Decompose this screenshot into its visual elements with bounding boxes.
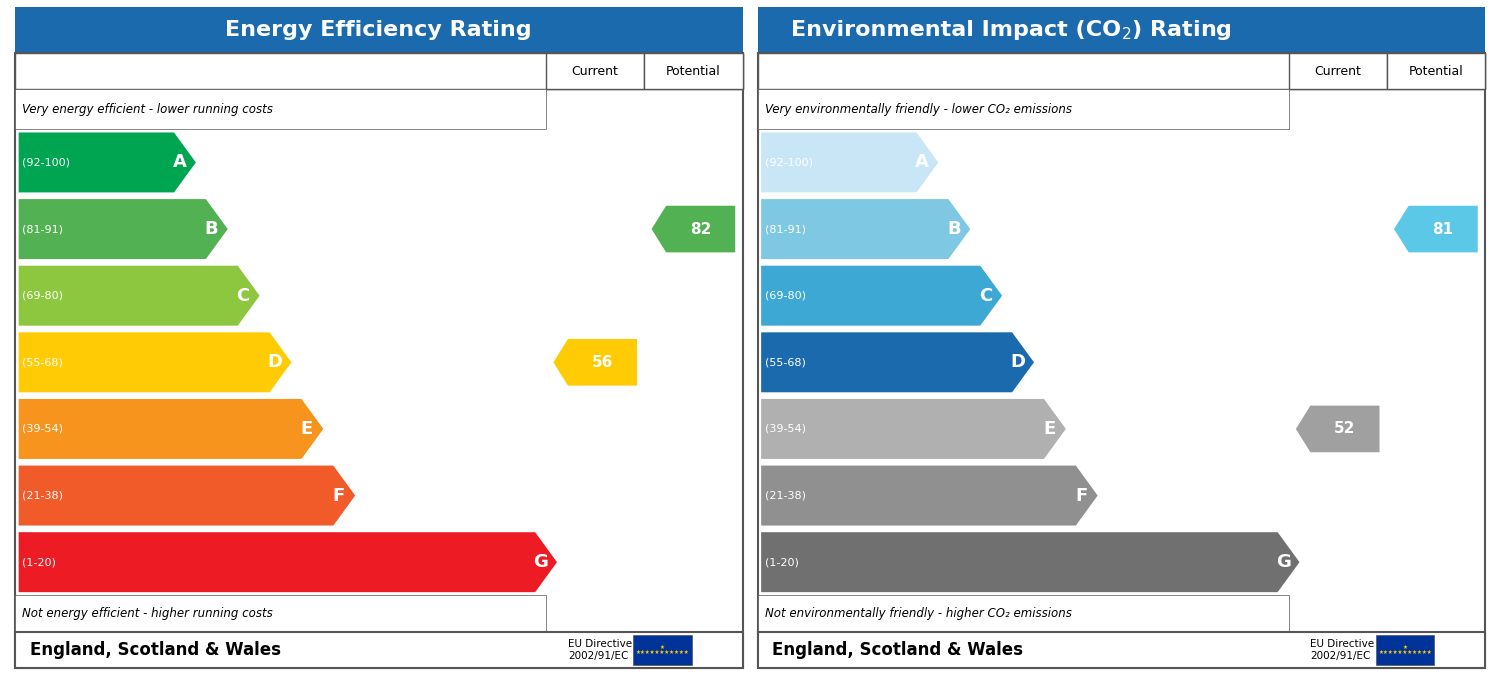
Bar — [15, 90, 546, 129]
Text: (1-20): (1-20) — [765, 557, 798, 567]
Polygon shape — [760, 399, 1066, 459]
Polygon shape — [760, 466, 1098, 526]
Bar — [645, 53, 742, 90]
Polygon shape — [651, 206, 735, 252]
Text: G: G — [1275, 554, 1290, 571]
Polygon shape — [760, 132, 939, 192]
Polygon shape — [760, 332, 1034, 392]
Bar — [546, 53, 645, 90]
Polygon shape — [760, 266, 1002, 325]
Bar — [758, 632, 1485, 668]
Text: $_2$) Rating: $_2$) Rating — [1120, 18, 1232, 42]
Bar — [633, 635, 692, 665]
Bar — [1376, 635, 1434, 665]
Text: EU Directive
2002/91/EC: EU Directive 2002/91/EC — [568, 639, 632, 661]
Text: F: F — [333, 487, 345, 504]
Polygon shape — [1394, 206, 1478, 252]
Text: D: D — [1010, 353, 1025, 371]
Text: D: D — [267, 353, 282, 371]
Text: Environmental Impact (CO: Environmental Impact (CO — [790, 20, 1120, 40]
Bar — [15, 632, 742, 668]
Text: F: F — [1076, 487, 1088, 504]
Text: B: B — [204, 220, 218, 238]
Polygon shape — [18, 332, 291, 392]
Text: Potential: Potential — [666, 65, 722, 78]
Text: 56: 56 — [592, 355, 613, 370]
Text: (55-68): (55-68) — [765, 357, 806, 367]
Polygon shape — [18, 132, 196, 192]
Text: England, Scotland & Wales: England, Scotland & Wales — [30, 641, 280, 659]
Text: (81-91): (81-91) — [765, 224, 806, 234]
Text: (92-100): (92-100) — [22, 157, 70, 167]
Text: E: E — [302, 420, 313, 438]
Polygon shape — [18, 266, 260, 325]
Polygon shape — [18, 399, 324, 459]
Text: Current: Current — [572, 65, 618, 78]
Text: (81-91): (81-91) — [22, 224, 63, 234]
Text: (21-38): (21-38) — [22, 491, 63, 501]
Text: Not environmentally friendly - higher CO₂ emissions: Not environmentally friendly - higher CO… — [765, 608, 1071, 620]
Bar — [1288, 53, 1388, 90]
Text: Very energy efficient - lower running costs: Very energy efficient - lower running co… — [22, 103, 273, 116]
Polygon shape — [760, 532, 1299, 592]
Text: (39-54): (39-54) — [22, 424, 63, 434]
Bar — [758, 53, 1485, 90]
Bar — [15, 53, 742, 90]
Bar — [758, 595, 1288, 632]
Bar — [758, 90, 1288, 129]
Text: (92-100): (92-100) — [765, 157, 813, 167]
Text: Not energy efficient - higher running costs: Not energy efficient - higher running co… — [22, 608, 273, 620]
Bar — [15, 595, 546, 632]
FancyBboxPatch shape — [15, 7, 742, 53]
Text: England, Scotland & Wales: England, Scotland & Wales — [772, 641, 1023, 659]
Text: C: C — [980, 287, 993, 304]
Polygon shape — [554, 339, 638, 385]
Text: (69-80): (69-80) — [765, 291, 806, 300]
Text: (55-68): (55-68) — [22, 357, 63, 367]
Text: Potential: Potential — [1408, 65, 1464, 78]
Polygon shape — [760, 199, 970, 259]
Text: C: C — [237, 287, 250, 304]
Text: Very environmentally friendly - lower CO₂ emissions: Very environmentally friendly - lower CO… — [765, 103, 1072, 116]
Text: 81: 81 — [1432, 221, 1454, 236]
Text: A: A — [172, 153, 186, 171]
Text: 82: 82 — [690, 221, 711, 236]
Text: (21-38): (21-38) — [765, 491, 806, 501]
Text: Current: Current — [1314, 65, 1360, 78]
Polygon shape — [18, 466, 355, 526]
Polygon shape — [1296, 406, 1380, 452]
Polygon shape — [18, 199, 228, 259]
Text: B: B — [946, 220, 960, 238]
Text: (69-80): (69-80) — [22, 291, 63, 300]
Text: ★
★★★★★★★★★★★: ★ ★★★★★★★★★★★ — [636, 645, 690, 655]
Text: ★
★★★★★★★★★★★: ★ ★★★★★★★★★★★ — [1378, 645, 1432, 655]
Text: EU Directive
2002/91/EC: EU Directive 2002/91/EC — [1311, 639, 1374, 661]
Text: (39-54): (39-54) — [765, 424, 806, 434]
Text: Energy Efficiency Rating: Energy Efficiency Rating — [225, 20, 532, 40]
Text: (1-20): (1-20) — [22, 557, 56, 567]
Text: G: G — [532, 554, 548, 571]
FancyBboxPatch shape — [758, 7, 1485, 53]
Text: 52: 52 — [1335, 421, 1356, 437]
Polygon shape — [18, 532, 556, 592]
Text: A: A — [915, 153, 928, 171]
Text: E: E — [1044, 420, 1056, 438]
Bar — [1388, 53, 1485, 90]
